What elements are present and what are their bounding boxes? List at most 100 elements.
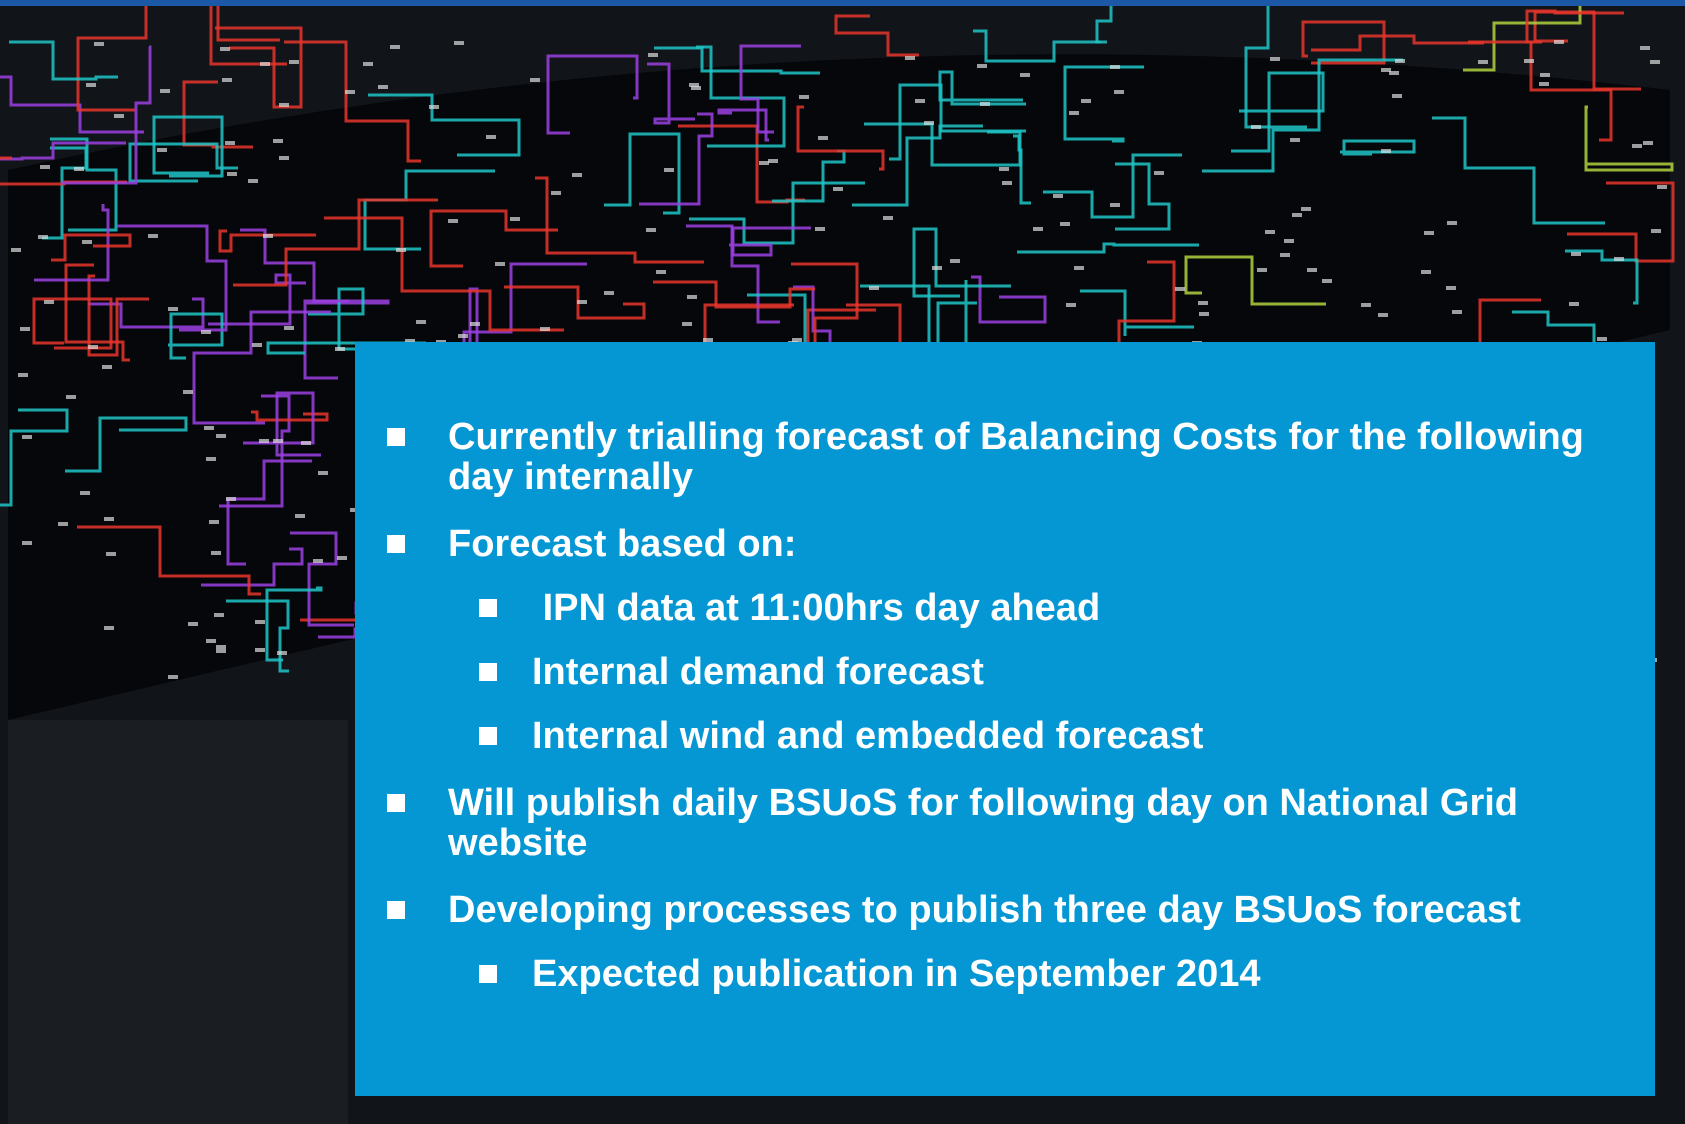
decoration (470, 322, 480, 326)
bullet-text: Expected publication in September 2014 (532, 954, 1615, 994)
decoration (604, 291, 614, 295)
decoration (768, 159, 778, 163)
bullet-marker (479, 727, 497, 745)
decoration (1280, 253, 1290, 257)
bullet-item: Currently trialling forecast of Balancin… (355, 417, 1615, 497)
decoration (915, 99, 925, 103)
decoration (689, 83, 699, 87)
decoration (66, 395, 76, 399)
decoration (416, 320, 426, 324)
top-bar (0, 0, 1685, 6)
decoration (248, 179, 258, 183)
decoration (1251, 125, 1261, 129)
bullet-list: Currently trialling forecast of Balancin… (355, 417, 1615, 994)
decoration (1569, 302, 1579, 306)
bullet-marker (479, 965, 497, 983)
decoration (206, 457, 216, 461)
decoration (646, 228, 656, 232)
decoration (1290, 138, 1300, 142)
decoration (799, 95, 809, 99)
decoration (869, 286, 879, 290)
decoration (273, 139, 283, 143)
decoration (977, 64, 987, 68)
decoration (1539, 82, 1549, 86)
bullet-marker (387, 535, 405, 553)
decoration (1381, 149, 1391, 153)
decoration (1614, 257, 1624, 261)
decoration (318, 471, 328, 475)
decoration (429, 105, 439, 109)
decoration (168, 675, 178, 679)
sub-bullet-item: Internal demand forecast (355, 652, 1615, 692)
decoration (883, 216, 893, 220)
bullet-text: Developing processes to publish three da… (448, 890, 1615, 930)
decoration (183, 390, 193, 394)
bullet-item: Forecast based on: (355, 524, 1615, 564)
decoration (1081, 99, 1091, 103)
decoration (1452, 310, 1462, 314)
decoration (1392, 94, 1402, 98)
decoration (279, 156, 289, 160)
decoration (1540, 73, 1550, 77)
decoration (932, 266, 942, 270)
decoration (1389, 71, 1399, 75)
decoration (160, 89, 170, 93)
decoration (18, 373, 28, 377)
bullet-marker (387, 901, 405, 919)
decoration (40, 165, 50, 169)
decoration (1284, 239, 1294, 243)
decoration (1597, 337, 1607, 341)
decoration (1154, 171, 1164, 175)
decoration (530, 78, 540, 82)
bullet-text: IPN data at 11:00hrs day ahead (532, 588, 1615, 628)
bullet-text: Will publish daily BSUoS for following d… (448, 783, 1615, 863)
bullet-marker (479, 663, 497, 681)
decoration (337, 556, 347, 560)
decoration (1657, 185, 1667, 189)
decoration (220, 47, 230, 51)
decoration (11, 248, 21, 252)
decoration (1265, 230, 1275, 234)
decoration (82, 240, 92, 244)
decoration (313, 559, 323, 563)
decoration (222, 78, 232, 82)
decoration (168, 307, 178, 311)
decoration (74, 167, 84, 171)
decoration (656, 270, 666, 274)
decoration (815, 227, 825, 231)
decoration (104, 626, 114, 630)
decoration (1395, 59, 1405, 63)
bullet-marker (479, 599, 497, 617)
decoration (284, 326, 294, 330)
decoration (1110, 203, 1120, 207)
decoration (1002, 181, 1012, 185)
decoration (38, 235, 48, 239)
decoration (204, 426, 214, 430)
decoration (454, 41, 464, 45)
bullet-item: Will publish daily BSUoS for following d… (355, 783, 1615, 863)
decoration (1378, 313, 1388, 317)
decoration (396, 248, 406, 252)
decoration (1110, 65, 1120, 69)
decoration (833, 187, 843, 191)
decoration (999, 167, 1009, 171)
decoration (216, 649, 226, 653)
decoration (1424, 231, 1434, 235)
decoration (448, 219, 458, 223)
bullet-text: Currently trialling forecast of Balancin… (448, 417, 1615, 497)
decoration (540, 327, 550, 331)
decoration (1053, 194, 1063, 198)
decoration (260, 62, 270, 66)
decoration (572, 173, 582, 177)
decoration (227, 172, 237, 176)
decoration (682, 322, 692, 326)
decoration (1651, 229, 1661, 233)
decoration (289, 60, 299, 64)
decoration (8, 720, 348, 1124)
decoration (577, 300, 587, 304)
decoration (94, 42, 104, 46)
decoration (114, 114, 124, 118)
decoration (1478, 60, 1488, 64)
bullet-text: Internal demand forecast (532, 652, 1615, 692)
decoration (80, 491, 90, 495)
